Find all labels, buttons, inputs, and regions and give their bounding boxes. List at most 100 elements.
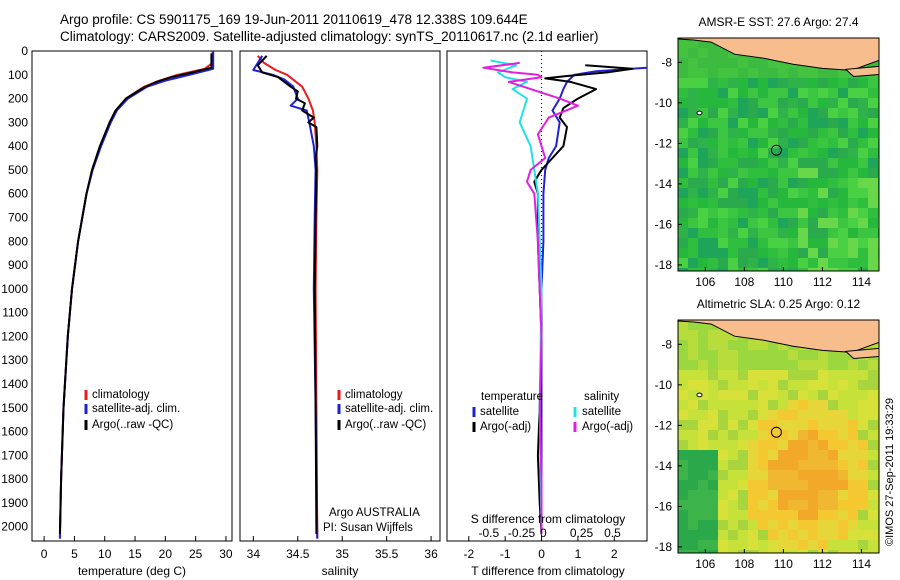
map-cell	[838, 480, 848, 490]
map-cell	[758, 540, 768, 550]
map-cell	[718, 460, 728, 470]
map-cell	[678, 228, 688, 238]
map-cell	[808, 540, 818, 550]
map-cell	[868, 510, 878, 520]
map-cell	[788, 460, 798, 470]
map-cell	[728, 550, 738, 553]
map-cell	[798, 350, 808, 360]
map-cell	[848, 500, 858, 510]
map-cell	[838, 78, 848, 88]
map-cell	[778, 450, 788, 460]
land-polygon	[678, 38, 879, 71]
map-cell	[838, 490, 848, 500]
map-cell	[798, 360, 808, 370]
map-cell	[728, 350, 738, 360]
map-cell	[818, 410, 828, 420]
map-cell	[688, 178, 698, 188]
legend-label: Argo(-adj)	[480, 421, 531, 433]
map-cell	[748, 118, 758, 128]
map-cell	[768, 500, 778, 510]
map-cell	[738, 98, 748, 108]
map-cell	[768, 390, 778, 400]
map-cell	[758, 440, 768, 450]
map-cell	[798, 108, 808, 118]
plot-frame	[239, 50, 441, 542]
map-cell	[738, 138, 748, 148]
map-cell	[868, 550, 878, 553]
map-cell	[708, 198, 718, 208]
x-tick-label: 112	[813, 275, 832, 289]
map-cell	[688, 138, 698, 148]
map-cell	[858, 238, 868, 248]
map-cell	[728, 238, 738, 248]
map-cell	[768, 430, 778, 440]
map-cell	[728, 480, 738, 490]
map-cell	[698, 390, 708, 400]
map-cell	[858, 540, 868, 550]
map-cell	[768, 148, 778, 158]
map-cell	[678, 320, 688, 330]
map-field	[678, 320, 879, 553]
y-tick-label: -12	[655, 136, 673, 150]
map-cell	[798, 530, 808, 540]
map-cell	[818, 430, 828, 440]
map-cell	[868, 138, 878, 148]
map-cell	[788, 500, 798, 510]
map-cell	[848, 268, 858, 271]
map-cell	[778, 228, 788, 238]
map-cell	[708, 430, 718, 440]
map-cell	[738, 58, 748, 68]
map-cell	[748, 208, 758, 218]
map-cell	[738, 168, 748, 178]
map-cell	[778, 218, 788, 228]
map-cell	[868, 400, 878, 410]
map-cell	[798, 78, 808, 88]
map-cell	[718, 490, 728, 500]
map-cell	[868, 188, 878, 198]
map-cell	[708, 460, 718, 470]
map-cell	[828, 470, 838, 480]
s-tick-label: 0	[540, 526, 547, 540]
map-cell	[818, 470, 828, 480]
map-cell	[828, 218, 838, 228]
map-cell	[848, 550, 858, 553]
depth-tick-label: 700	[8, 211, 28, 225]
map-cell	[728, 410, 738, 420]
map-cell	[728, 370, 738, 380]
map-cell	[818, 550, 828, 553]
map-cell	[828, 510, 838, 520]
map-cell	[798, 490, 808, 500]
map-cell	[798, 88, 808, 98]
map-cell	[798, 158, 808, 168]
map-cell	[868, 248, 878, 258]
map-cell	[768, 68, 778, 78]
map-cell	[718, 500, 728, 510]
map-cell	[828, 480, 838, 490]
map-cell	[708, 188, 718, 198]
map-cell	[788, 248, 798, 258]
map-cell	[688, 68, 698, 78]
map-cell	[748, 218, 758, 228]
map-cell	[688, 550, 698, 553]
map-cell	[798, 460, 808, 470]
legend-title-salinity: salinity	[584, 391, 619, 403]
map-cell	[808, 430, 818, 440]
map-cell	[728, 158, 738, 168]
map-cell	[818, 540, 828, 550]
map-cell	[688, 350, 698, 360]
map-cell	[758, 148, 768, 158]
map-cell	[748, 520, 758, 530]
x-tick-label: 108	[734, 275, 754, 289]
map-cell	[778, 530, 788, 540]
map-cell	[838, 360, 848, 370]
map-cell	[718, 258, 728, 268]
map-cell	[778, 248, 788, 258]
map-cell	[868, 480, 878, 490]
map-cell	[718, 188, 728, 198]
map-cell	[868, 208, 878, 218]
map-cell	[858, 470, 868, 480]
map-cell	[738, 530, 748, 540]
map-cell	[708, 340, 718, 350]
map-cell	[838, 198, 848, 208]
map-cell	[858, 400, 868, 410]
